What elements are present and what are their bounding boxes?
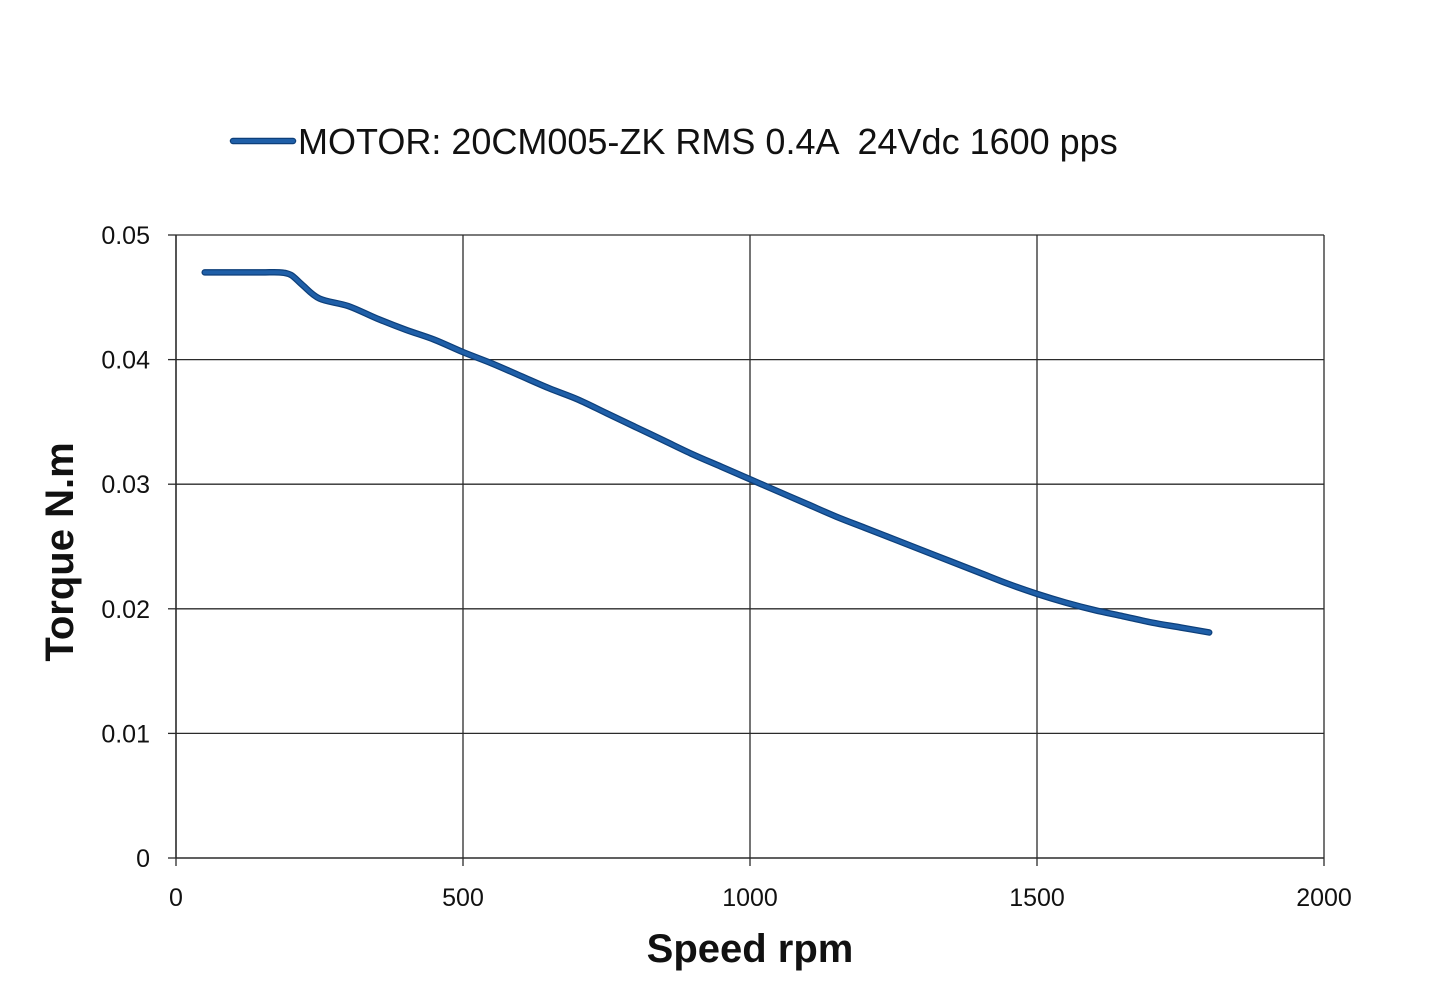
y-tick-label-0: 0 — [136, 845, 150, 873]
y-tick-label-3: 0.03 — [101, 471, 150, 499]
y-tick-label-5: 0.05 — [101, 222, 150, 250]
x-tick-label-2: 1000 — [722, 884, 778, 912]
grid — [176, 234, 1325, 858]
legend-label-0: MOTOR: 20CM005-ZK RMS 0.4A 24Vdc 1600 pp… — [298, 121, 1118, 162]
y-axis-title: Torque N.m — [38, 442, 82, 661]
legend: MOTOR: 20CM005-ZK RMS 0.4A 24Vdc 1600 pp… — [229, 121, 1118, 162]
x-tick-label-0: 0 — [169, 884, 183, 912]
x-axis-title: Speed rpm — [647, 927, 854, 971]
axes — [168, 234, 1325, 866]
x-tick-label-4: 2000 — [1296, 884, 1352, 912]
x-tick-label-3: 1500 — [1009, 884, 1065, 912]
y-tick-label-2: 0.02 — [101, 596, 150, 624]
x-tick-label-1: 500 — [442, 884, 484, 912]
series-line-0 — [202, 270, 1212, 635]
series-line-outline-0 — [201, 268, 1213, 636]
y-tick-label-1: 0.01 — [101, 720, 150, 748]
tick-labels: 0 0.01 0.02 0.03 0.04 0.05 0 500 1000 1500 2000 — [101, 222, 1351, 912]
y-tick-label-4: 0.04 — [101, 347, 150, 375]
series-lines — [201, 268, 1213, 636]
